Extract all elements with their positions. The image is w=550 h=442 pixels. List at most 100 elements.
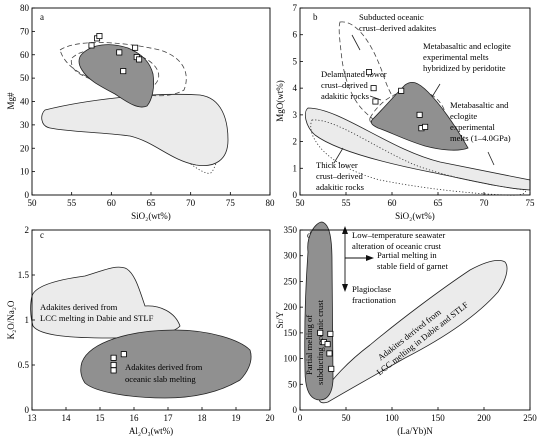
y-tick-label: 20 [20,143,30,153]
annot-d-0: Low–temperature seawater [352,230,445,240]
data-point [372,98,379,105]
x-tick-label: 20 [266,413,276,423]
x-tick-label: 0 [298,413,303,423]
panel-a-label: a [40,12,44,22]
panel-b-frame: 50 55 60 65 70 75 0 1 2 3 4 5 6 7 SiO₂(wt%) [293,3,536,221]
data-point [136,56,143,63]
data-point [422,123,429,130]
lcc-field [41,93,229,167]
adakite-field [78,44,155,108]
annot-c-0: Adakites derived from [40,302,118,312]
annot-b-3: experimental melts [423,52,489,62]
x-tick-label: 55 [342,198,352,208]
data-point [370,85,377,92]
annot-b-2: Metabasaltic and eclogite [423,41,511,51]
x-tick-label: 100 [385,413,399,423]
x-tick-label: 250 [523,413,537,423]
annot-b-1: crust–derived adakites [359,23,437,33]
y-tick-label: 300 [284,251,298,261]
y-tick-label: 0 [293,405,298,415]
data-point [110,361,117,368]
y-tick-label: 0 [25,405,30,415]
x-tick-label: 75 [226,198,236,208]
panel-a-ylabel: Mg# [6,92,16,110]
annot-b-12: Thick lower [316,160,358,170]
panel-c-label: c [40,230,44,240]
annot-d-5: fractionation [352,295,397,305]
data-point [365,69,372,76]
data-point [416,111,423,118]
data-point [120,68,127,75]
lcc-dabie-field-d [319,260,508,404]
panel-b-label: b [313,12,318,22]
annot-d-2: Partial melting in [377,250,437,260]
annot-arrow-delaminated [369,95,382,101]
lcc-dabie-field [30,266,181,339]
annot-b-5: Delaminated lower [321,69,387,79]
panel-c-ylabel: K₂O/Na₂O [6,300,16,339]
annot-d-1: alteration of oceanic crust [352,241,442,251]
x-axis-label: SiO₂(wt%) [395,211,435,221]
panel-b-points [365,69,429,132]
x-tick-label: 75 [526,198,536,208]
data-point [88,42,95,49]
x-tick-label: 50 [296,198,306,208]
oceanic-slab-field [80,329,252,399]
annot-d-3: stable field of garnet [377,261,448,271]
panel-a: a 50 55 60 65 70 75 80 0 10 20 30 40 50 60 70 80 SiO₂(wt… [6,3,275,221]
y-tick-label: 5 [293,56,298,66]
annot-d-6: Partial melting of [304,315,314,375]
y-tick-label: 60 [20,50,30,60]
panel-b-ylabel: MgO(wt%) [275,80,285,122]
annot-d-7: subducting oceanic crust [315,299,325,385]
x-tick-label: 60 [388,198,398,208]
annot-arrow-hybridized [431,83,441,98]
x-tick-label: 150 [431,413,445,423]
y-tick-label: 250 [284,276,298,286]
x-axis-label: (La/Yb)N [397,426,433,436]
y-tick-label: 3 [293,110,298,120]
x-tick-label: 13 [28,413,38,423]
annot-arrow-subducted [351,34,361,51]
data-point [110,367,117,374]
data-point [328,365,335,372]
y-tick-label: 350 [284,225,298,235]
y-tick-label: 0 [25,190,30,200]
x-tick-label: 14 [62,413,72,423]
y-tick-label: 10 [20,167,30,177]
x-tick-label: 16 [130,413,140,423]
y-tick-label: 0.5 [18,360,30,370]
annot-b-7: adakitic rocks [321,91,370,101]
svg-text:Partial melting ofsubducting o: Partial melting ofsubducting oceanic cru… [304,299,325,385]
panel-c-frame: 13 14 15 16 17 18 19 20 0 0.5 1 1.5 2 Al₂O₃(wt%) [18,225,275,436]
annot-d-4: Plagioclase [352,284,391,294]
panel-c: c Adakites derived from LCC melting in Da… [6,225,275,436]
annot-c-2: Adakites derived from [125,362,203,372]
y-tick-label: 1 [293,163,298,173]
subducting-crust-field [304,221,334,401]
x-tick-label: 19 [232,413,242,423]
annot-b-8: Metabasaltic and [450,100,509,110]
svg-text:Adakites derived fromLCC melti: Adakites derived fromLCC melting in Dabi… [40,302,154,323]
x-tick-label: 50 [28,198,38,208]
x-axis-label: SiO₂(wt%) [131,211,171,221]
y-tick-label: 100 [284,354,298,364]
x-tick-label: 60 [107,198,117,208]
annot-c-1: LCC melting in Dabie and STLF [40,313,154,323]
y-tick-label: 2 [293,137,298,147]
x-tick-label: 70 [480,198,490,208]
panel-d-ylabel: Sr/Y [275,311,285,329]
y-tick-label: 70 [20,26,30,36]
y-tick-label: 30 [20,120,30,130]
y-tick-label: 6 [293,30,298,40]
x-tick-label: 55 [67,198,77,208]
panel-d-points [317,329,335,372]
